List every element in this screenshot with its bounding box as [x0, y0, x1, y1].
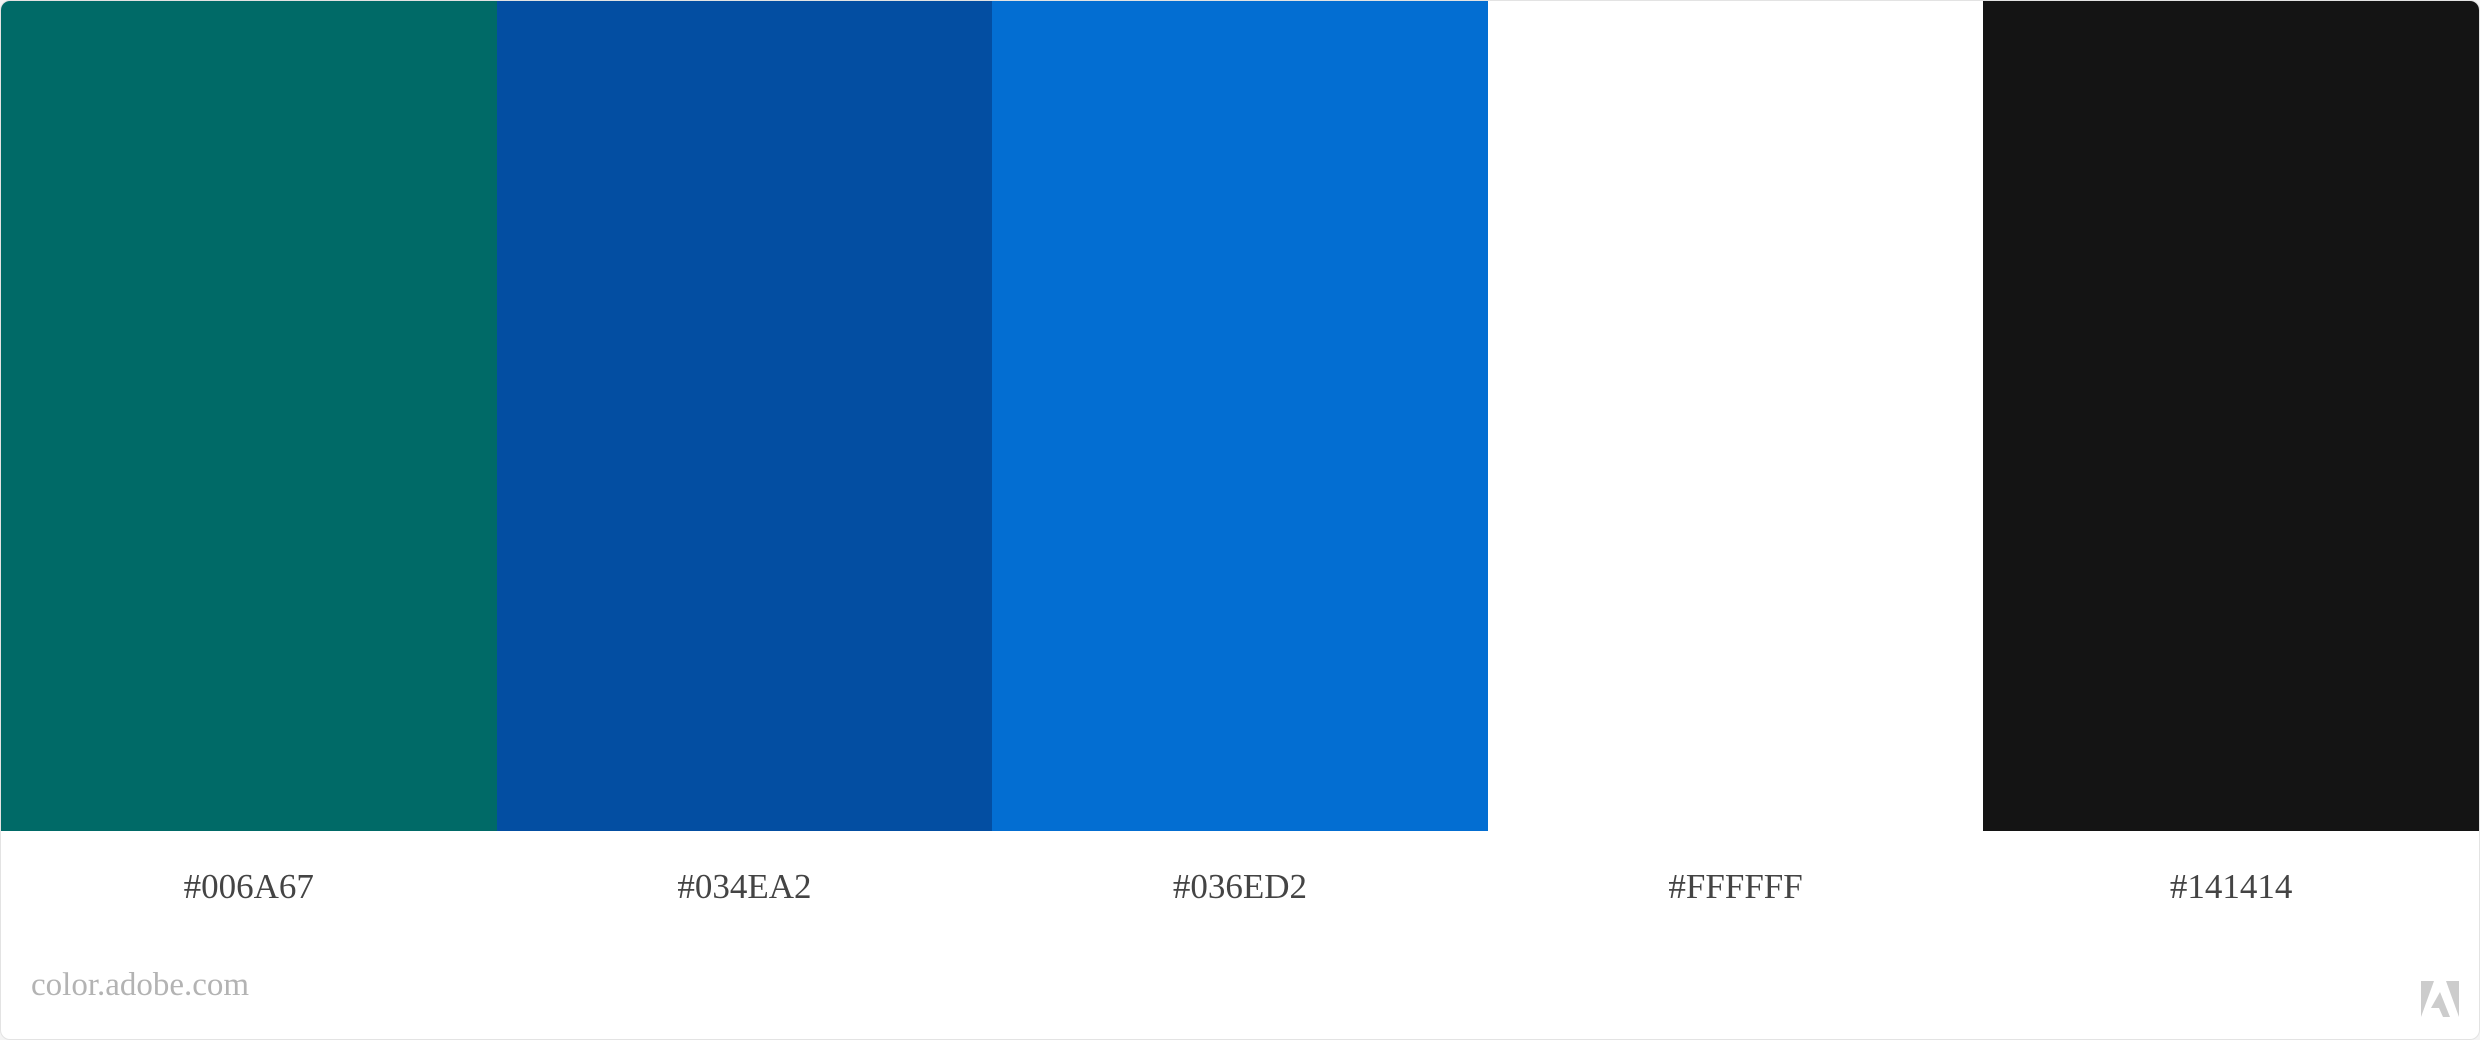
swatch-2[interactable] — [496, 1, 993, 831]
swatch-4[interactable] — [1487, 1, 1984, 831]
site-watermark: color.adobe.com — [31, 967, 250, 1003]
adobe-logo-icon — [2421, 981, 2459, 1017]
swatch-5[interactable] — [1983, 1, 2479, 831]
swatch-row — [1, 1, 2479, 831]
hex-label-1: #006A67 — [183, 867, 314, 906]
hex-label-4: #FFFFFF — [1668, 867, 1803, 906]
hex-label-2: #034EA2 — [677, 867, 812, 906]
swatch-1[interactable] — [1, 1, 497, 831]
swatch-3[interactable] — [992, 1, 1488, 831]
hex-label-5: #141414 — [2169, 867, 2293, 906]
hex-label-3: #036ED2 — [1172, 867, 1308, 906]
hex-label-row: #006A67 #034EA2 #036ED2 #FFFFFF #141414 — [1, 831, 2479, 957]
